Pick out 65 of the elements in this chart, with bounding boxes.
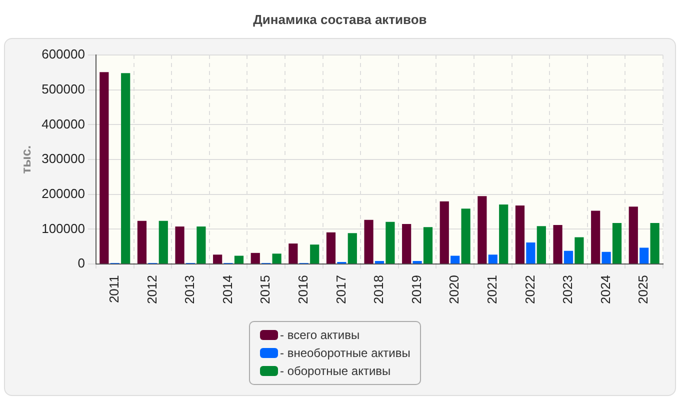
y-tick-label: 500000 — [42, 81, 85, 96]
y-tick-label: 0 — [78, 256, 85, 271]
bar — [310, 244, 320, 264]
y-tick-label: 400000 — [42, 116, 85, 132]
bar — [515, 206, 525, 264]
bar — [440, 201, 449, 264]
bar — [348, 233, 357, 264]
x-tick-label: 2012 — [144, 275, 160, 304]
y-axis-title: тыс. — [18, 145, 34, 174]
bar — [364, 220, 374, 264]
bar — [288, 244, 298, 264]
bar — [536, 226, 546, 264]
x-tick-label: 2023 — [560, 275, 576, 304]
x-tick-label: 2017 — [333, 275, 348, 304]
y-tick-label: 200000 — [42, 186, 85, 201]
y-tick-label: 300000 — [42, 151, 85, 166]
x-tick-label: 2025 — [636, 275, 651, 304]
bar — [196, 226, 206, 264]
bar — [591, 210, 600, 264]
bar — [478, 196, 487, 264]
bar — [612, 222, 622, 264]
x-tick-label: 2024 — [598, 275, 613, 304]
bar — [640, 248, 649, 264]
bar — [374, 260, 384, 264]
bar — [423, 227, 433, 264]
bar — [499, 204, 508, 264]
legend-label: - всего активы — [279, 327, 361, 344]
bar — [574, 237, 584, 264]
x-tick-label: 2018 — [371, 275, 386, 304]
bar — [450, 256, 460, 264]
x-tick-label: 2015 — [258, 275, 273, 304]
bar — [213, 254, 222, 264]
legend-label: - оборотные активы — [279, 363, 392, 380]
bar — [137, 220, 147, 264]
bar — [121, 73, 130, 264]
bar — [461, 208, 470, 264]
bar — [412, 260, 422, 264]
x-tick-label: 2020 — [446, 275, 462, 304]
bar — [488, 254, 498, 264]
bar — [326, 232, 336, 264]
bar — [628, 206, 638, 264]
chart-title: Динамика состава активов — [252, 12, 428, 27]
y-tick-label: 600000 — [42, 46, 85, 62]
bar — [386, 222, 395, 264]
bar — [234, 256, 244, 264]
bar — [564, 250, 574, 264]
bar — [100, 72, 109, 264]
bar — [272, 254, 282, 264]
x-tick-label: 2019 — [408, 275, 424, 304]
bar — [402, 224, 412, 264]
x-tick-label: 2021 — [484, 275, 500, 304]
bar — [158, 220, 168, 264]
legend-label: - внеоборотные активы — [279, 345, 410, 362]
bar — [602, 252, 611, 264]
bar — [526, 242, 536, 264]
x-tick-label: 2014 — [220, 275, 235, 304]
bar — [250, 252, 260, 264]
x-tick-label: 2022 — [522, 275, 538, 304]
bar — [650, 222, 660, 264]
bar — [175, 226, 184, 264]
y-tick-label: 100000 — [42, 220, 85, 236]
x-tick-label: 2011 — [106, 275, 122, 304]
x-tick-label: 2016 — [295, 275, 310, 304]
bar — [553, 225, 562, 264]
x-tick-label: 2013 — [182, 275, 198, 304]
